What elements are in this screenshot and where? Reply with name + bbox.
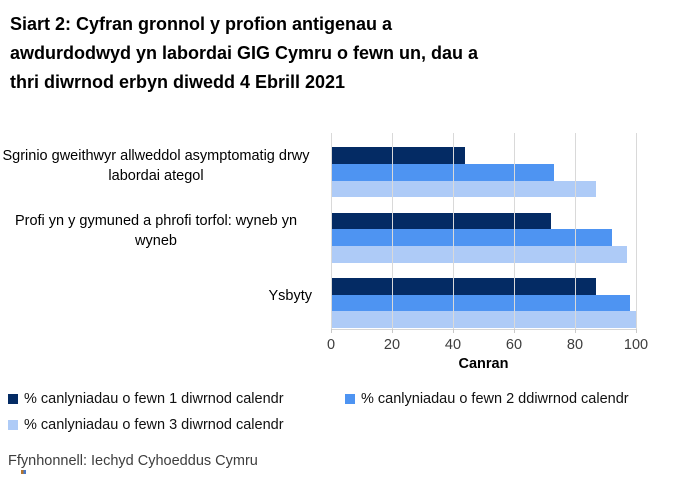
legend-label: % canlyniadau o fewn 1 diwrnod calendr	[24, 391, 284, 407]
gridline	[331, 133, 332, 329]
category-label: Ysbyty	[268, 288, 312, 305]
x-tick-label: 60	[505, 337, 523, 353]
bar-series1-category3	[331, 277, 597, 295]
axis-tickmark	[331, 329, 332, 333]
category-label-row: Profi yn y gymuned a phrofi torfol: wyne…	[0, 198, 322, 263]
chart-title: Siart 2: Cyfran gronnol y profion antige…	[10, 10, 660, 97]
bar-series3-category3	[331, 311, 636, 328]
bar-rows	[331, 133, 636, 329]
x-tick-label: 100	[623, 337, 649, 353]
category-label: Profi yn y gymuned a phrofi torfol: wyne…	[14, 212, 298, 249]
legend-label: % canlyniadau o fewn 3 diwrnod calendr	[24, 417, 284, 433]
gridline	[575, 133, 576, 329]
axis-tickmark	[636, 329, 637, 333]
bar-series2-category3	[331, 294, 630, 312]
x-axis-tick-labels: 0 20 40 60 80 100	[327, 337, 648, 355]
x-axis-title: Canran	[458, 356, 509, 372]
chart-title-line: awdurdodwyd yn labordai GIG Cymru o fewn…	[10, 43, 479, 63]
category-label: Sgrinio gweithwyr allweddol asymptomatig…	[2, 147, 310, 184]
bar-series3-category2	[331, 245, 627, 263]
category-label-row: Sgrinio gweithwyr allweddol asymptomatig…	[0, 133, 322, 198]
x-tick-label: 20	[383, 337, 401, 353]
category-axis-labels: Sgrinio gweithwyr allweddol asymptomatig…	[0, 133, 322, 329]
bar-series1-category2	[331, 212, 551, 230]
gridline	[392, 133, 393, 329]
gridline	[636, 133, 637, 329]
axis-tickmark	[514, 329, 515, 333]
x-tick-label: 80	[566, 337, 584, 353]
bar-group-bars	[331, 212, 636, 263]
category-label-row: Ysbyty	[0, 264, 322, 329]
tiny-artifact-icon	[21, 470, 26, 474]
bar-group	[331, 198, 636, 263]
bar-series2-category1	[331, 163, 554, 181]
legend-item-3: % canlyniadau o fewn 3 diwrnod calendr	[8, 417, 345, 433]
bar-group	[331, 264, 636, 329]
axis-tickmark	[392, 329, 393, 333]
bar-series2-category2	[331, 229, 612, 246]
axis-tickmark	[453, 329, 454, 333]
axis-tickmark	[575, 329, 576, 333]
bar-group-bars	[331, 277, 636, 328]
gridline	[453, 133, 454, 329]
legend-swatch-icon	[8, 394, 18, 404]
legend-item-2: % canlyniadau o fewn 2 ddiwrnod calendr	[345, 391, 673, 407]
x-tick-label: 0	[326, 337, 336, 353]
legend-swatch-icon	[345, 394, 355, 404]
bar-group	[331, 133, 636, 198]
legend-item-1: % canlyniadau o fewn 1 diwrnod calendr	[8, 391, 345, 407]
gridline	[514, 133, 515, 329]
x-tick-label: 40	[444, 337, 462, 353]
bar-series3-category1	[331, 180, 597, 198]
bar-group-bars	[331, 147, 636, 198]
source-note: Ffynhonnell: Iechyd Cyhoeddus Cymru	[8, 453, 258, 469]
chart-title-line: thri diwrnod erbyn diwedd 4 Ebrill 2021	[10, 72, 346, 92]
legend-swatch-icon	[8, 420, 18, 430]
legend-label: % canlyniadau o fewn 2 ddiwrnod calendr	[361, 391, 629, 407]
plot-area	[331, 133, 637, 333]
chart-title-line: Siart 2: Cyfran gronnol y profion antige…	[10, 14, 393, 34]
bar-series1-category1	[331, 147, 466, 164]
legend: % canlyniadau o fewn 1 diwrnod calendr % …	[8, 391, 673, 433]
